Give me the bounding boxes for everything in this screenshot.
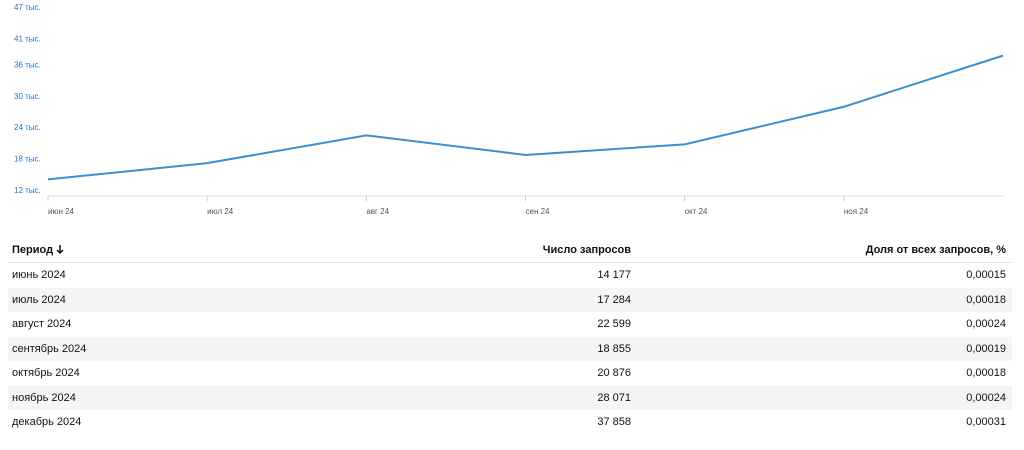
- table-row: октябрь 2024 20 876 0,00018: [8, 361, 1012, 386]
- y-tick-label: 47 тыс.: [14, 3, 41, 12]
- y-tick-label: 18 тыс.: [14, 155, 41, 164]
- table-cell: июль 2024: [12, 293, 66, 306]
- table-cell: 0,00031: [966, 416, 1006, 428]
- table-row: июнь 2024 14 177 0,00015: [8, 263, 1012, 288]
- column-header[interactable]: Период: [12, 238, 64, 262]
- table-cell: 0,00018: [966, 367, 1006, 379]
- table-row: сентябрь 2024 18 855 0,00019: [8, 336, 1012, 361]
- table-cell: сентябрь 2024: [12, 342, 87, 355]
- column-header[interactable]: Доля от всех запросов, %: [865, 244, 1006, 256]
- table-cell: 0,00024: [966, 391, 1006, 404]
- chart: 12 тыс. 18 тыс. 24 тыс. 30 тыс. 36 тыс. 41 ты…: [14, 3, 1004, 216]
- table-cell: июнь 2024: [12, 269, 66, 281]
- y-tick-label: 36 тыс.: [14, 60, 41, 69]
- table-cell: октябрь 2024: [12, 367, 80, 379]
- y-tick-label: 41 тыс.: [14, 34, 41, 43]
- table-cell: 18 855: [597, 342, 631, 355]
- x-tick-label: сен 24: [526, 207, 551, 216]
- x-tick-label: июн 24: [48, 207, 75, 216]
- table-cell: 20 876: [597, 367, 631, 379]
- table-cell: 14 177: [597, 269, 631, 281]
- x-tick-label: окт 24: [685, 207, 708, 216]
- y-tick-label: 12 тыс.: [14, 186, 41, 195]
- table-cell: 22 599: [597, 318, 631, 330]
- table-header: Период Число запросов Доля от всех запро…: [8, 238, 1012, 263]
- table-cell: 0,00018: [966, 293, 1006, 306]
- table: Период Число запросов Доля от всех запро…: [8, 238, 1012, 435]
- x-tick-label: ноя 24: [844, 207, 869, 216]
- table-cell: 0,00015: [966, 269, 1006, 281]
- y-tick-label: 24 тыс.: [14, 123, 41, 132]
- table-cell: 28 071: [597, 391, 631, 404]
- table-cell: 0,00024: [966, 318, 1006, 330]
- table-cell: ноябрь 2024: [12, 391, 76, 404]
- table-cell: август 2024: [12, 318, 72, 330]
- table-row: декабрь 2024 37 858 0,00031: [8, 410, 1012, 435]
- column-header[interactable]: Число запросов: [542, 244, 631, 256]
- table-row: август 2024 22 599 0,00024: [8, 312, 1012, 337]
- x-tick-label: июл 24: [207, 207, 234, 216]
- line-series: [47, 54, 1004, 181]
- column-title: Период: [12, 244, 54, 256]
- table-cell: 0,00019: [966, 342, 1006, 355]
- y-tick-label: 30 тыс.: [14, 92, 41, 101]
- table-row: июль 2024 17 284 0,00018: [8, 287, 1012, 312]
- table-cell: 37 858: [597, 416, 631, 428]
- table-cell: декабрь 2024: [12, 416, 82, 428]
- x-tick-label: авг 24: [366, 207, 389, 216]
- table-row: ноябрь 2024 28 071 0,00024: [8, 385, 1012, 410]
- table-cell: 17 284: [597, 293, 631, 306]
- sort-icon: [56, 245, 64, 255]
